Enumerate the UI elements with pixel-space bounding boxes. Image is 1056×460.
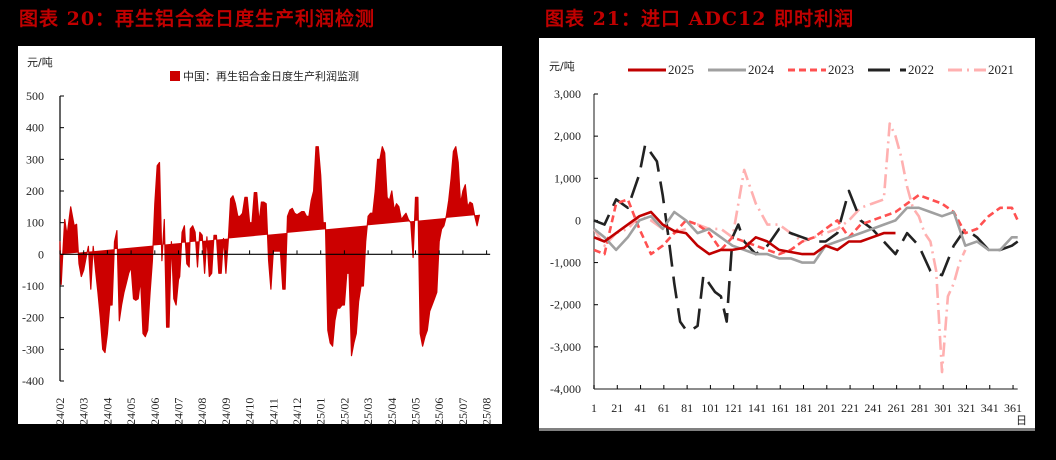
legend-item-2021: 2021 bbox=[948, 62, 1014, 77]
x-tick-label: 24/03 bbox=[77, 398, 91, 425]
x-tick-label: 24/10 bbox=[243, 398, 257, 425]
line-series-group bbox=[592, 122, 1019, 374]
legend-label: 2022 bbox=[908, 62, 934, 77]
legend-item-2022: 2022 bbox=[868, 62, 934, 77]
area-chart-recycled-alloy-profit: 元/吨 中国：再生铝合金日度生产利润监测 500 400 300 200 100 0 -10… bbox=[22, 56, 494, 425]
y-tick-label: 0 bbox=[575, 213, 581, 227]
x-tick-label: 25/01 bbox=[314, 398, 328, 425]
x-tick-label: 201 bbox=[818, 401, 836, 415]
x-tick-label: 25/05 bbox=[409, 398, 423, 425]
chart-panel-recycled-alloy-profit: 元/吨 中国：再生铝合金日度生产利润监测 500 400 300 200 100 0 -10… bbox=[18, 46, 502, 425]
y-tick-label: -200 bbox=[22, 311, 44, 325]
y-tick-label: 300 bbox=[26, 152, 44, 166]
x-tick-label: 25/06 bbox=[432, 398, 446, 425]
x-tick-label: 321 bbox=[957, 401, 975, 415]
x-tick-label: 25/04 bbox=[385, 398, 399, 425]
series-line-2023 bbox=[593, 193, 1019, 256]
legend-item-2025: 2025 bbox=[628, 62, 694, 77]
x-tick-label: 361 bbox=[1004, 401, 1022, 415]
y-tick-label: 0 bbox=[38, 247, 44, 261]
legend-label: 2025 bbox=[668, 62, 694, 77]
x-axis: 1 21 41 61 81 101 121 141 161 181 201 221 241 261 281 3… bbox=[591, 385, 1022, 415]
y-tick-label: 3,000 bbox=[554, 87, 581, 101]
y-tick-label: -1,000 bbox=[550, 256, 581, 270]
x-tick-label: 24/07 bbox=[172, 398, 186, 425]
line-chart-adc12-import-profit: 元/吨 2025 2024 2023 2022 2021 3,000 2,000 1,000… bbox=[549, 60, 1027, 427]
x-unit-label: 日 bbox=[1016, 414, 1027, 427]
x-tick-label: 281 bbox=[911, 401, 929, 415]
x-tick-label: 181 bbox=[795, 401, 813, 415]
x-tick-label: 61 bbox=[658, 401, 670, 415]
x-tick-label: 21 bbox=[611, 401, 623, 415]
legend: 2025 2024 2023 2022 2021 bbox=[628, 62, 1014, 77]
y-tick-label: 500 bbox=[26, 89, 44, 103]
y-tick-label: 200 bbox=[26, 184, 44, 198]
x-tick-label: 341 bbox=[981, 401, 999, 415]
y-tick-label: 100 bbox=[26, 216, 44, 230]
y-tick-label: -3,000 bbox=[550, 340, 581, 354]
x-tick-label: 25/07 bbox=[456, 398, 470, 425]
x-tick-label: 24/08 bbox=[195, 398, 209, 425]
y-tick-label: -400 bbox=[22, 374, 44, 388]
y-tick-label: 1,000 bbox=[554, 171, 581, 185]
legend-label: 中国：再生铝合金日度生产利润监测 bbox=[183, 69, 359, 83]
x-tick-label: 261 bbox=[888, 401, 906, 415]
y-unit-label: 元/吨 bbox=[27, 56, 53, 69]
x-tick-label: 101 bbox=[701, 401, 719, 415]
y-tick-label: -100 bbox=[22, 279, 44, 293]
legend-item-2023: 2023 bbox=[788, 62, 854, 77]
legend-label: 2024 bbox=[748, 62, 775, 77]
x-tick-label: 41 bbox=[635, 401, 647, 415]
x-tick-label: 25/02 bbox=[337, 398, 351, 425]
y-tick-label: -2,000 bbox=[550, 298, 581, 312]
x-tick-label: 141 bbox=[748, 401, 766, 415]
x-tick-label: 241 bbox=[864, 401, 882, 415]
x-tick-label: 24/11 bbox=[266, 398, 280, 425]
x-tick-label: 24/04 bbox=[100, 398, 114, 425]
profit-area bbox=[59, 146, 481, 357]
legend-swatch bbox=[170, 71, 180, 81]
figure-20-title: 图表 20：再生铝合金日度生产利润检测 bbox=[19, 8, 376, 30]
x-tick-label: 24/02 bbox=[53, 398, 67, 425]
x-tick-label: 1 bbox=[591, 401, 597, 415]
y-unit-label: 元/吨 bbox=[549, 60, 575, 73]
x-tick-label: 301 bbox=[934, 401, 952, 415]
series-line-2022 bbox=[593, 143, 1019, 332]
series-line-2021 bbox=[592, 122, 967, 374]
x-axis: 24/02 24/03 24/04 24/05 24/06 24/07 24/08 24/09… bbox=[53, 250, 494, 425]
profit-area-series bbox=[59, 146, 481, 357]
x-tick-label: 24/06 bbox=[148, 398, 162, 425]
x-tick-label: 81 bbox=[681, 401, 693, 415]
x-tick-label: 161 bbox=[771, 401, 789, 415]
y-tick-label: 2,000 bbox=[554, 129, 581, 143]
y-tick-label: 400 bbox=[26, 121, 44, 135]
legend-label: 2023 bbox=[828, 62, 854, 77]
x-tick-label: 24/12 bbox=[290, 398, 304, 425]
y-axis: 500 400 300 200 100 0 -100 -200 -300 -400 bbox=[22, 89, 64, 388]
y-tick-label: -300 bbox=[22, 342, 44, 356]
chart-panel-adc12-import-profit: 元/吨 2025 2024 2023 2022 2021 3,000 2,000 1,000… bbox=[539, 38, 1035, 431]
x-tick-label: 24/09 bbox=[219, 398, 233, 425]
x-tick-label: 25/08 bbox=[480, 398, 494, 425]
y-tick-label: -4,000 bbox=[550, 382, 581, 396]
y-axis: 3,000 2,000 1,000 0 -1,000 -2,000 -3,000 -4,000 bbox=[550, 87, 598, 396]
figure-21-title: 图表 21：进口 ADC12 即时利润 bbox=[545, 8, 855, 30]
x-tick-label: 221 bbox=[841, 401, 859, 415]
legend: 中国：再生铝合金日度生产利润监测 bbox=[170, 69, 359, 83]
legend-item-2024: 2024 bbox=[708, 62, 775, 77]
x-tick-label: 25/03 bbox=[361, 398, 375, 425]
legend-label: 2021 bbox=[988, 62, 1014, 77]
series-line-2025 bbox=[593, 210, 896, 256]
x-tick-label: 24/05 bbox=[124, 398, 138, 425]
x-tick-label: 121 bbox=[725, 401, 743, 415]
